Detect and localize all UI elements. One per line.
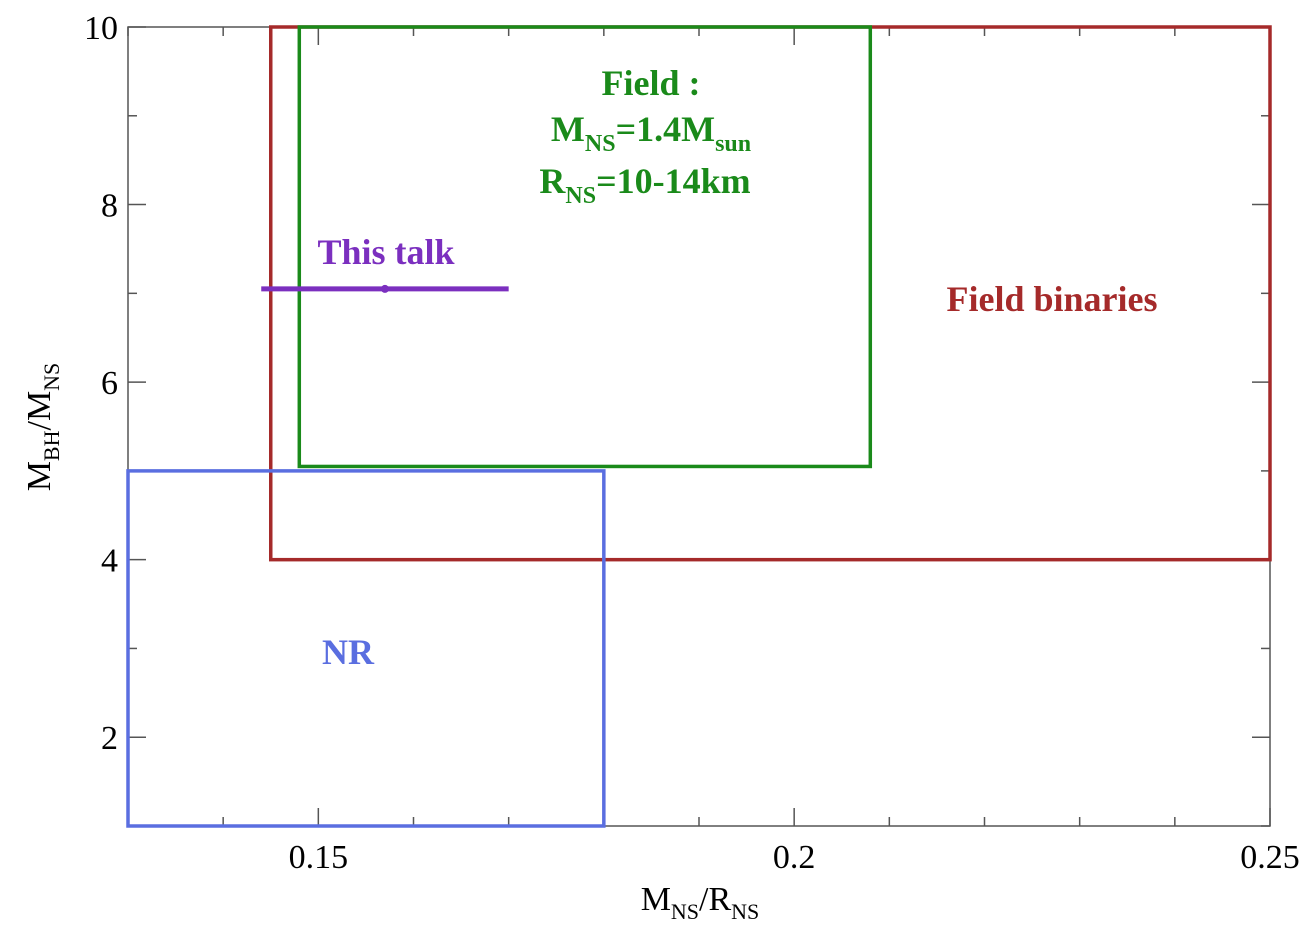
x-tick-label: 0.2 bbox=[773, 839, 816, 876]
y-tick-label: 8 bbox=[101, 188, 118, 225]
x-tick-label: 0.15 bbox=[289, 839, 349, 876]
axis-tick-labels: 0.15 0.2 0.25 2 4 6 8 10 bbox=[84, 10, 1300, 876]
field-title-label: Field : bbox=[602, 63, 701, 103]
field-mass-label: MNS=1.4Msun bbox=[551, 109, 751, 157]
y-tick-label: 4 bbox=[101, 543, 118, 580]
x-axis-title: MNS/RNS bbox=[641, 881, 760, 924]
field-binaries-label: Field binaries bbox=[946, 279, 1157, 319]
y-tick-label: 2 bbox=[101, 720, 118, 757]
x-tick-label: 0.25 bbox=[1240, 839, 1300, 876]
y-axis-title: MBH/MNS bbox=[21, 363, 64, 492]
region-field bbox=[297, 25, 873, 469]
this-talk-label: This talk bbox=[317, 232, 454, 272]
nr-label: NR bbox=[322, 632, 375, 672]
y-tick-label: 10 bbox=[84, 10, 118, 47]
this-talk-segment bbox=[261, 284, 509, 293]
region-boxes bbox=[126, 25, 1272, 828]
y-tick-label: 6 bbox=[101, 365, 118, 402]
this-talk-marker bbox=[380, 284, 389, 293]
field-radius-label: RNS=10-14km bbox=[539, 161, 750, 209]
region-nr bbox=[126, 469, 606, 828]
